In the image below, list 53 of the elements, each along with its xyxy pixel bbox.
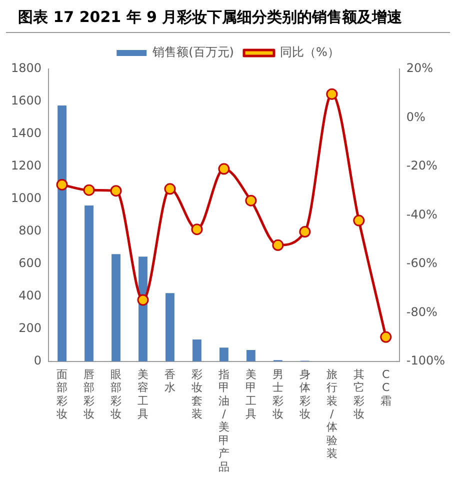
point xyxy=(110,185,122,197)
x-tick-label: 男士彩妆 xyxy=(272,368,284,420)
point xyxy=(245,194,257,206)
bar xyxy=(166,293,174,362)
y2-tick-label: 20% xyxy=(406,61,434,76)
y-tick-label: 0 xyxy=(34,354,42,368)
x-tick-label: 其它彩妆 xyxy=(353,368,364,420)
y2-tick-label: -80% xyxy=(406,304,438,319)
y2-tick-label: 0% xyxy=(406,110,426,124)
bar xyxy=(220,348,228,362)
y2-tick-label: -100% xyxy=(406,354,446,368)
point xyxy=(56,178,68,190)
x-tick-label: 身体彩妆 xyxy=(299,368,310,420)
y-tick-label: 1800 xyxy=(10,61,42,76)
bar xyxy=(112,254,120,362)
legend-label: 销售额(百万元) xyxy=(152,45,234,60)
point xyxy=(326,88,338,100)
x-tick-label: 美容工具 xyxy=(137,368,148,420)
chart-title: 图表 17 2021 年 9 月彩妆下属细分类别的销售额及增速 xyxy=(6,0,450,33)
bar xyxy=(84,205,94,362)
y-tick-label: 600 xyxy=(18,256,42,270)
point xyxy=(299,226,311,238)
point xyxy=(164,183,176,195)
x-tick-label: CC霜 xyxy=(380,368,392,408)
bar xyxy=(58,106,66,362)
bar xyxy=(192,339,202,362)
y-tick-label: 800 xyxy=(18,224,42,238)
x-tick-label: 唇部彩妆 xyxy=(84,368,95,420)
y2-tick-label: -40% xyxy=(406,207,438,222)
y-tick-label: 200 xyxy=(18,321,42,336)
y-tick-label: 1200 xyxy=(10,158,42,173)
point xyxy=(191,224,203,236)
y-tick-label: 1400 xyxy=(10,126,42,140)
x-tick-label: 指甲油/美甲产品 xyxy=(217,368,230,474)
point xyxy=(137,294,149,306)
point xyxy=(83,184,95,196)
point xyxy=(380,331,392,343)
x-tick-label: 面部彩妆 xyxy=(56,368,68,420)
y-tick-label: 1600 xyxy=(10,94,42,108)
point xyxy=(218,163,230,175)
y2-tick-label: -60% xyxy=(406,256,438,270)
y-tick-label: 400 xyxy=(18,288,42,303)
x-tick-label: 旅行装/体验装 xyxy=(326,368,338,460)
x-tick-label: 彩妆套装 xyxy=(191,368,202,420)
y-tick-label: 1000 xyxy=(10,191,42,206)
legend-label: 同比（%） xyxy=(280,45,340,60)
x-tick-label: 香水 xyxy=(164,368,176,394)
x-tick-label: 美甲工具 xyxy=(245,368,256,420)
x-tick-label: 眼部彩妆 xyxy=(110,368,122,420)
y2-tick-label: -20% xyxy=(406,158,438,173)
point xyxy=(353,214,365,226)
bar xyxy=(246,350,256,362)
point xyxy=(272,239,284,251)
